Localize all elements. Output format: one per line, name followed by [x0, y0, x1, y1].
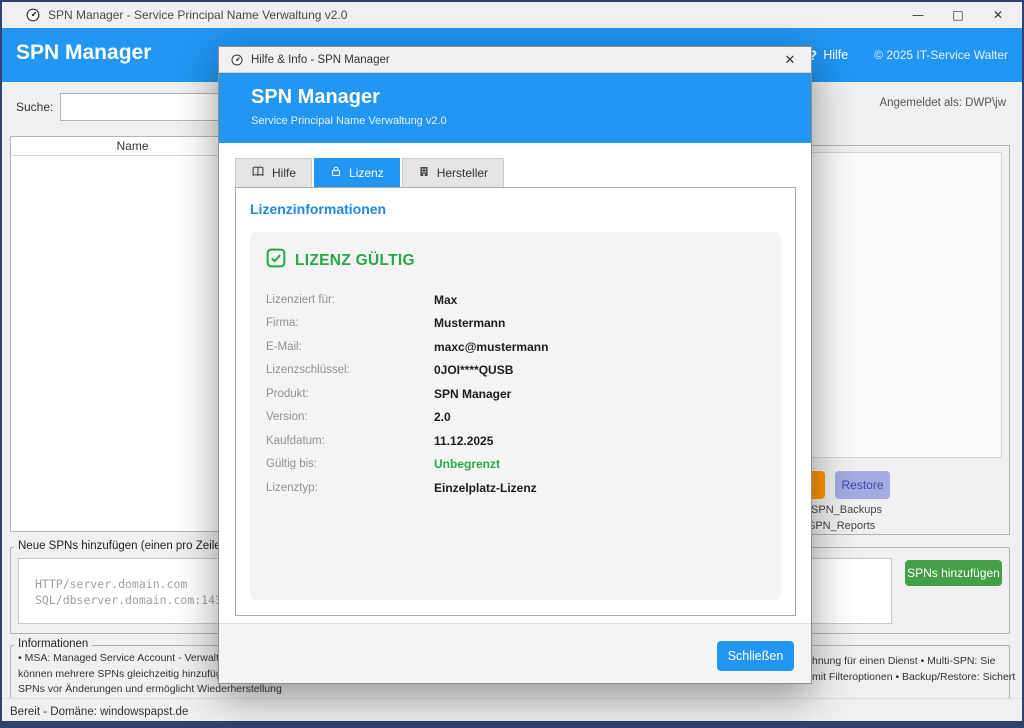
minimize-button[interactable]: — — [912, 8, 924, 22]
info-group-title: Informationen — [14, 638, 93, 650]
close-button[interactable]: ✕ — [992, 8, 1004, 22]
lock-icon — [330, 165, 342, 181]
building-icon — [418, 165, 430, 181]
license-row: Firma: Mustermann — [266, 316, 506, 331]
info-text-left: • MSA: Managed Service Account - Verwalt… — [18, 652, 282, 696]
tab-lizenz[interactable]: Lizenz — [314, 158, 400, 187]
info-text-right: hnung für einen Dienst • Multi-SPN: Sie … — [812, 655, 1016, 683]
add-spns-group-title: Neue SPNs hinzufügen (einen pro Zeile) — [14, 540, 229, 552]
reports-path-line: SPN_Reports — [808, 519, 876, 532]
maximize-button[interactable]: □ — [952, 8, 964, 22]
license-row: Produkt: SPN Manager — [266, 386, 512, 401]
window-bottom-border — [2, 721, 1022, 726]
add-spns-button[interactable]: SPNs hinzufügen — [905, 560, 1002, 586]
help-icon: ? — [808, 47, 818, 63]
backup-paths: \SPN_Backups SPN_Reports — [808, 503, 882, 534]
license-row: Gültig bis: Unbegrenzt — [266, 457, 500, 472]
backup-path-line: \SPN_Backups — [808, 504, 882, 516]
spn-placeholder-line: SQL/dbserver.domain.com:1433 — [35, 593, 229, 607]
dialog-footer: Schließen — [219, 623, 811, 683]
tab-hersteller[interactable]: Hersteller — [401, 158, 505, 187]
brand-title: SPN Manager — [16, 41, 152, 64]
window-titlebar: SPN Manager - Service Principal Name Ver… — [2, 2, 1022, 28]
book-icon — [251, 165, 265, 181]
license-row: Version: 2.0 — [266, 410, 451, 425]
help-label: Hilfe — [823, 48, 849, 62]
help-info-dialog: Hilfe & Info - SPN Manager ✕ SPN Manager… — [218, 46, 812, 684]
spn-placeholder-line: HTTP/server.domain.com — [35, 577, 188, 591]
section-title: Lizenzinformationen — [250, 201, 387, 217]
license-panel: Lizenzinformationen LIZENZ GÜLTIG Lizenz… — [235, 187, 796, 616]
dialog-close-button[interactable]: Schließen — [717, 641, 794, 671]
license-fields: Lizenziert für: Max Firma: Mustermann E-Ma… — [266, 288, 548, 500]
app-icon — [26, 8, 40, 22]
dialog-close-icon[interactable]: ✕ — [784, 52, 796, 68]
window-title: SPN Manager - Service Principal Name Ver… — [48, 8, 348, 22]
help-button[interactable]: ? Hilfe — [809, 47, 849, 63]
logged-in-as: Angemeldet als: DWP\jw — [879, 97, 1006, 109]
status-text: Bereit - Domäne: windowspapst.de — [10, 705, 189, 718]
dialog-header: SPN Manager Service Principal Name Verwa… — [219, 73, 811, 143]
license-row: Lizenzschlüssel: 0JOI****QUSB — [266, 363, 514, 378]
dialog-tabs: Hilfe Lizenz Hersteller — [235, 158, 505, 187]
dialog-header-subtitle: Service Principal Name Verwaltung v2.0 — [251, 115, 447, 127]
search-label: Suche: — [16, 100, 54, 114]
copyright-text: © 2025 IT-Service Walter — [874, 48, 1008, 62]
license-status: LIZENZ GÜLTIG — [266, 248, 415, 273]
checkbox-check-icon — [266, 248, 286, 273]
dialog-title: Hilfe & Info - SPN Manager — [251, 53, 390, 66]
license-row: Lizenztyp: Einzelplatz-Lizenz — [266, 480, 537, 495]
dialog-header-title: SPN Manager — [251, 86, 380, 108]
license-row: E-Mail: maxc@mustermann — [266, 339, 549, 354]
license-status-text: LIZENZ GÜLTIG — [295, 251, 415, 269]
restore-button[interactable]: Restore — [835, 471, 890, 499]
license-row: Kaufdatum: 11.12.2025 — [266, 433, 494, 448]
license-row: Lizenziert für: Max — [266, 292, 458, 307]
tab-hilfe[interactable]: Hilfe — [235, 158, 313, 187]
status-bar: Bereit - Domäne: windowspapst.de — [2, 698, 1022, 724]
license-box: LIZENZ GÜLTIG Lizenziert für: Max Firma: M… — [250, 232, 781, 600]
app-icon — [231, 54, 243, 66]
dialog-titlebar: Hilfe & Info - SPN Manager ✕ — [219, 47, 811, 73]
